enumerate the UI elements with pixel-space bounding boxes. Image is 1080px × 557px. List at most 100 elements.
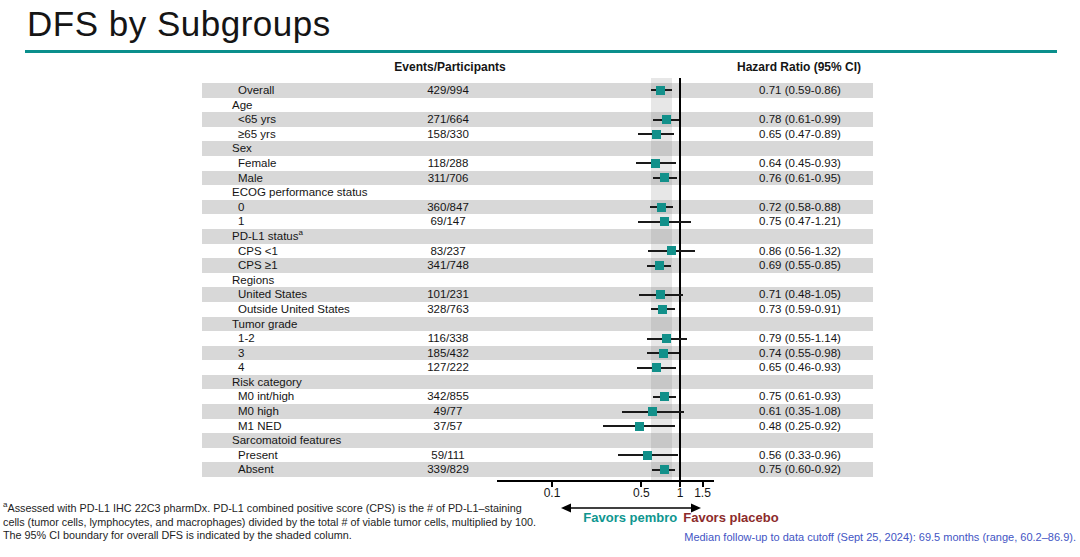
- axis-tick-label: 1.5: [683, 486, 723, 500]
- row-hazard-ratio: 0.75 (0.47-1.21): [718, 214, 882, 229]
- row-label: 0: [238, 200, 244, 215]
- row-hazard-ratio: 0.73 (0.59-0.91): [718, 302, 882, 317]
- row-hazard-ratio: 0.65 (0.46-0.93): [718, 360, 882, 375]
- footnote-line-3: The 95% CI boundary for overall DFS is i…: [3, 529, 536, 543]
- x-axis-line: [497, 480, 714, 482]
- table-row: Age: [202, 98, 873, 113]
- row-events-participants: 49/77: [368, 404, 528, 419]
- row-label: ECOG performance status: [232, 185, 368, 200]
- table-row: Regions: [202, 273, 873, 288]
- table-row: United States101/2310.71 (0.48-1.05): [202, 287, 873, 302]
- row-events-participants: 37/57: [368, 419, 528, 434]
- table-row: 1-2116/3380.79 (0.55-1.14): [202, 331, 873, 346]
- table-row: Male311/7060.76 (0.61-0.95): [202, 171, 873, 186]
- table-row: Present59/1110.56 (0.33-0.96): [202, 448, 873, 463]
- table-row: 3185/4320.74 (0.55-0.98): [202, 346, 873, 361]
- table-row: Sex: [202, 141, 873, 156]
- row-label: Age: [232, 98, 252, 113]
- axis-tick: [702, 482, 704, 487]
- row-events-participants: 360/847: [368, 200, 528, 215]
- row-hazard-ratio: 0.61 (0.35-1.08): [718, 404, 882, 419]
- row-hazard-ratio: 0.56 (0.33-0.96): [718, 448, 882, 463]
- row-events-participants: 311/706: [368, 171, 528, 186]
- row-hazard-ratio: 0.76 (0.61-0.95): [718, 171, 882, 186]
- table-row: 169/1470.75 (0.47-1.21): [202, 214, 873, 229]
- subgroup-table: Overall429/9940.71 (0.59-0.86)Age<65 yrs…: [202, 83, 873, 477]
- row-label: PD-L1 statusa: [232, 229, 303, 244]
- table-row: ≥65 yrs158/3300.65 (0.47-0.89): [202, 127, 873, 142]
- row-events-participants: 83/237: [368, 244, 528, 259]
- row-events-participants: 342/855: [368, 389, 528, 404]
- table-row: Risk category: [202, 375, 873, 390]
- double-arrow-icon: [561, 501, 701, 515]
- footnote-line-1: aAssessed with PD-L1 IHC 22C3 pharmDx. P…: [3, 502, 536, 516]
- row-label: M1 NED: [238, 419, 281, 434]
- row-events-participants: 158/330: [368, 127, 528, 142]
- table-row: Sarcomatoid features: [202, 433, 873, 448]
- row-label: 1: [238, 214, 244, 229]
- row-events-participants: 328/763: [368, 302, 528, 317]
- table-row: CPS <183/2370.86 (0.56-1.32): [202, 244, 873, 259]
- row-label: <65 yrs: [238, 112, 276, 127]
- axis-tick: [679, 482, 681, 487]
- row-label: M0 int/high: [238, 389, 294, 404]
- row-hazard-ratio: 0.64 (0.45-0.93): [718, 156, 882, 171]
- row-label: CPS ≥1: [238, 258, 278, 273]
- column-header-events: Events/Participants: [340, 60, 560, 74]
- median-followup-note: Median follow-up to data cutoff (Sept 25…: [684, 531, 1076, 543]
- row-events-participants: 271/664: [368, 112, 528, 127]
- row-events-participants: 69/147: [368, 214, 528, 229]
- row-events-participants: 116/338: [368, 331, 528, 346]
- axis-tick-label: 1: [660, 486, 700, 500]
- row-label: 3: [238, 346, 244, 361]
- row-label: United States: [238, 287, 307, 302]
- row-hazard-ratio: 0.48 (0.25-0.92): [718, 419, 882, 434]
- slide: DFS by Subgroups Events/Participants Haz…: [0, 0, 1080, 557]
- row-label: 1-2: [238, 331, 255, 346]
- row-label: Regions: [232, 273, 274, 288]
- page-title: DFS by Subgroups: [27, 4, 331, 44]
- row-label: ≥65 yrs: [238, 127, 276, 142]
- axis-tick: [551, 482, 553, 487]
- table-row: Absent339/8290.75 (0.60-0.92): [202, 462, 873, 477]
- row-hazard-ratio: 0.71 (0.59-0.86): [718, 83, 882, 98]
- row-events-participants: 118/288: [368, 156, 528, 171]
- row-label: Male: [238, 171, 263, 186]
- footnote-block: aAssessed with PD-L1 IHC 22C3 pharmDx. P…: [3, 502, 536, 543]
- table-row: 4127/2220.65 (0.46-0.93): [202, 360, 873, 375]
- axis-tick-label: 0.5: [621, 486, 661, 500]
- table-row: <65 yrs271/6640.78 (0.61-0.99): [202, 112, 873, 127]
- row-events-participants: 127/222: [368, 360, 528, 375]
- table-row: Overall429/9940.71 (0.59-0.86): [202, 83, 873, 98]
- row-label: Risk category: [232, 375, 302, 390]
- row-hazard-ratio: 0.75 (0.61-0.93): [718, 389, 882, 404]
- row-hazard-ratio: 0.69 (0.55-0.85): [718, 258, 882, 273]
- row-hazard-ratio: 0.65 (0.47-0.89): [718, 127, 882, 142]
- axis-tick: [640, 482, 642, 487]
- row-hazard-ratio: 0.71 (0.48-1.05): [718, 287, 882, 302]
- row-label: Present: [238, 448, 278, 463]
- table-row: 0360/8470.72 (0.58-0.88): [202, 200, 873, 215]
- row-label: Absent: [238, 462, 274, 477]
- row-events-participants: 341/748: [368, 258, 528, 273]
- title-accent-rule: [25, 50, 1057, 53]
- axis-tick-label: 0.1: [532, 486, 572, 500]
- row-hazard-ratio: 0.78 (0.61-0.99): [718, 112, 882, 127]
- row-hazard-ratio: 0.75 (0.60-0.92): [718, 462, 882, 477]
- row-label: CPS <1: [238, 244, 278, 259]
- footnote-line-2: cells (tumor cells, lymphocytes, and mac…: [3, 516, 536, 530]
- table-row: M0 int/high342/8550.75 (0.61-0.93): [202, 389, 873, 404]
- row-events-participants: 339/829: [368, 462, 528, 477]
- table-row: ECOG performance status: [202, 185, 873, 200]
- row-label: 4: [238, 360, 244, 375]
- table-row: PD-L1 statusa: [202, 229, 873, 244]
- row-hazard-ratio: 0.72 (0.58-0.88): [718, 200, 882, 215]
- row-events-participants: 101/231: [368, 287, 528, 302]
- row-label: M0 high: [238, 404, 279, 419]
- table-row: Tumor grade: [202, 317, 873, 332]
- row-events-participants: 185/432: [368, 346, 528, 361]
- row-label: Sex: [232, 141, 252, 156]
- column-header-hazard-ratio: Hazard Ratio (95% CI): [689, 60, 909, 74]
- row-label: Overall: [238, 83, 274, 98]
- table-row: M1 NED37/570.48 (0.25-0.92): [202, 419, 873, 434]
